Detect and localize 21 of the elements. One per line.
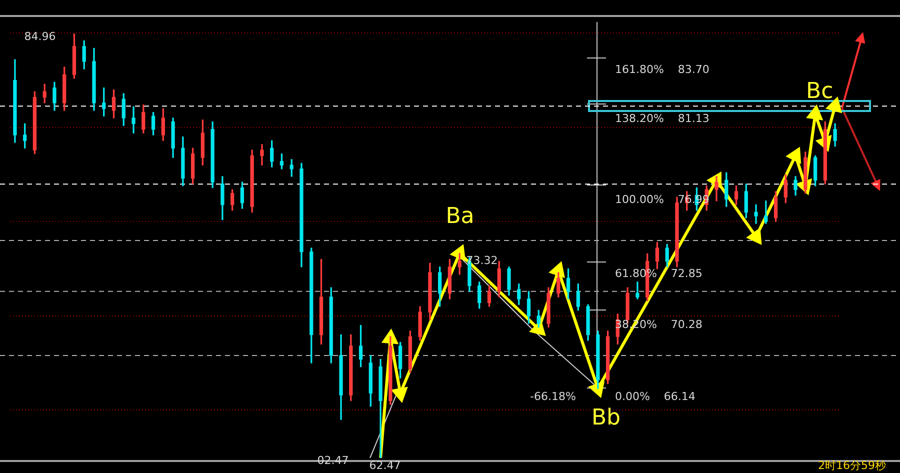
point — [550, 262, 565, 278]
annotation: -66.18% — [530, 390, 576, 403]
point — [787, 148, 801, 163]
point — [826, 98, 842, 113]
annotation: 84.96 — [24, 30, 56, 43]
candlestick — [636, 282, 640, 300]
annotation: 0.00% 66.14 — [615, 390, 696, 403]
annotation: Ba — [446, 204, 474, 230]
annotation: 138.20% 81.13 — [615, 112, 710, 125]
point — [807, 106, 822, 120]
point — [392, 387, 408, 402]
annotation: Bc — [806, 78, 834, 104]
candlestick — [132, 106, 136, 134]
point — [451, 245, 466, 260]
annotation: 161.80% 83.70 — [615, 62, 710, 76]
annotation: 62.47 — [369, 458, 401, 472]
annotation: 2时16分59秒 — [818, 458, 886, 472]
point — [748, 228, 762, 244]
candlestick — [754, 204, 758, 224]
point — [590, 382, 604, 397]
annotation: Bb — [591, 405, 621, 430]
